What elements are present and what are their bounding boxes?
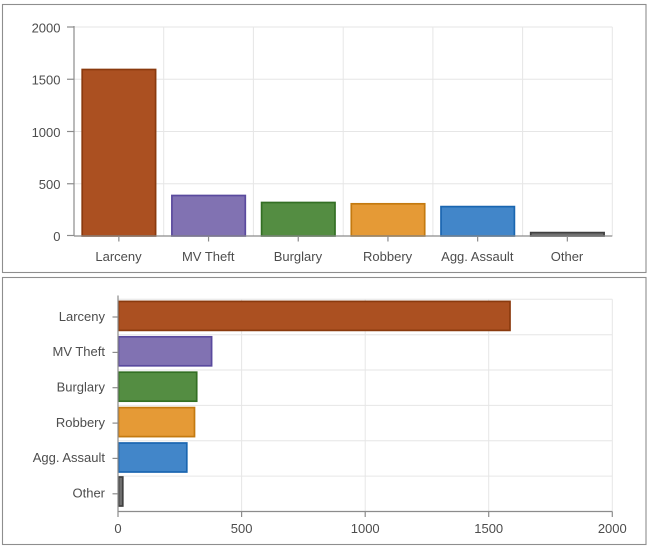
svg-text:Burglary: Burglary	[57, 380, 106, 395]
svg-text:1500: 1500	[474, 521, 503, 536]
svg-text:Agg. Assault: Agg. Assault	[33, 450, 106, 465]
svg-text:Burglary: Burglary	[274, 249, 323, 264]
svg-text:1500: 1500	[32, 73, 61, 88]
svg-text:2000: 2000	[32, 20, 61, 35]
svg-text:2000: 2000	[598, 521, 627, 536]
svg-text:1000: 1000	[351, 521, 380, 536]
svg-text:Robbery: Robbery	[56, 415, 106, 430]
svg-text:0: 0	[114, 521, 121, 536]
svg-text:1000: 1000	[32, 125, 61, 140]
svg-text:Larceny: Larceny	[95, 249, 142, 264]
svg-text:500: 500	[39, 177, 61, 192]
svg-text:Larceny: Larceny	[59, 309, 106, 324]
svg-text:Agg. Assault: Agg. Assault	[441, 249, 514, 264]
svg-text:0: 0	[53, 229, 60, 244]
svg-text:MV Theft: MV Theft	[52, 344, 105, 359]
svg-text:Robbery: Robbery	[363, 249, 413, 264]
svg-text:Other: Other	[72, 486, 105, 501]
svg-text:Other: Other	[551, 249, 584, 264]
svg-text:500: 500	[231, 521, 253, 536]
svg-text:MV Theft: MV Theft	[182, 249, 235, 264]
